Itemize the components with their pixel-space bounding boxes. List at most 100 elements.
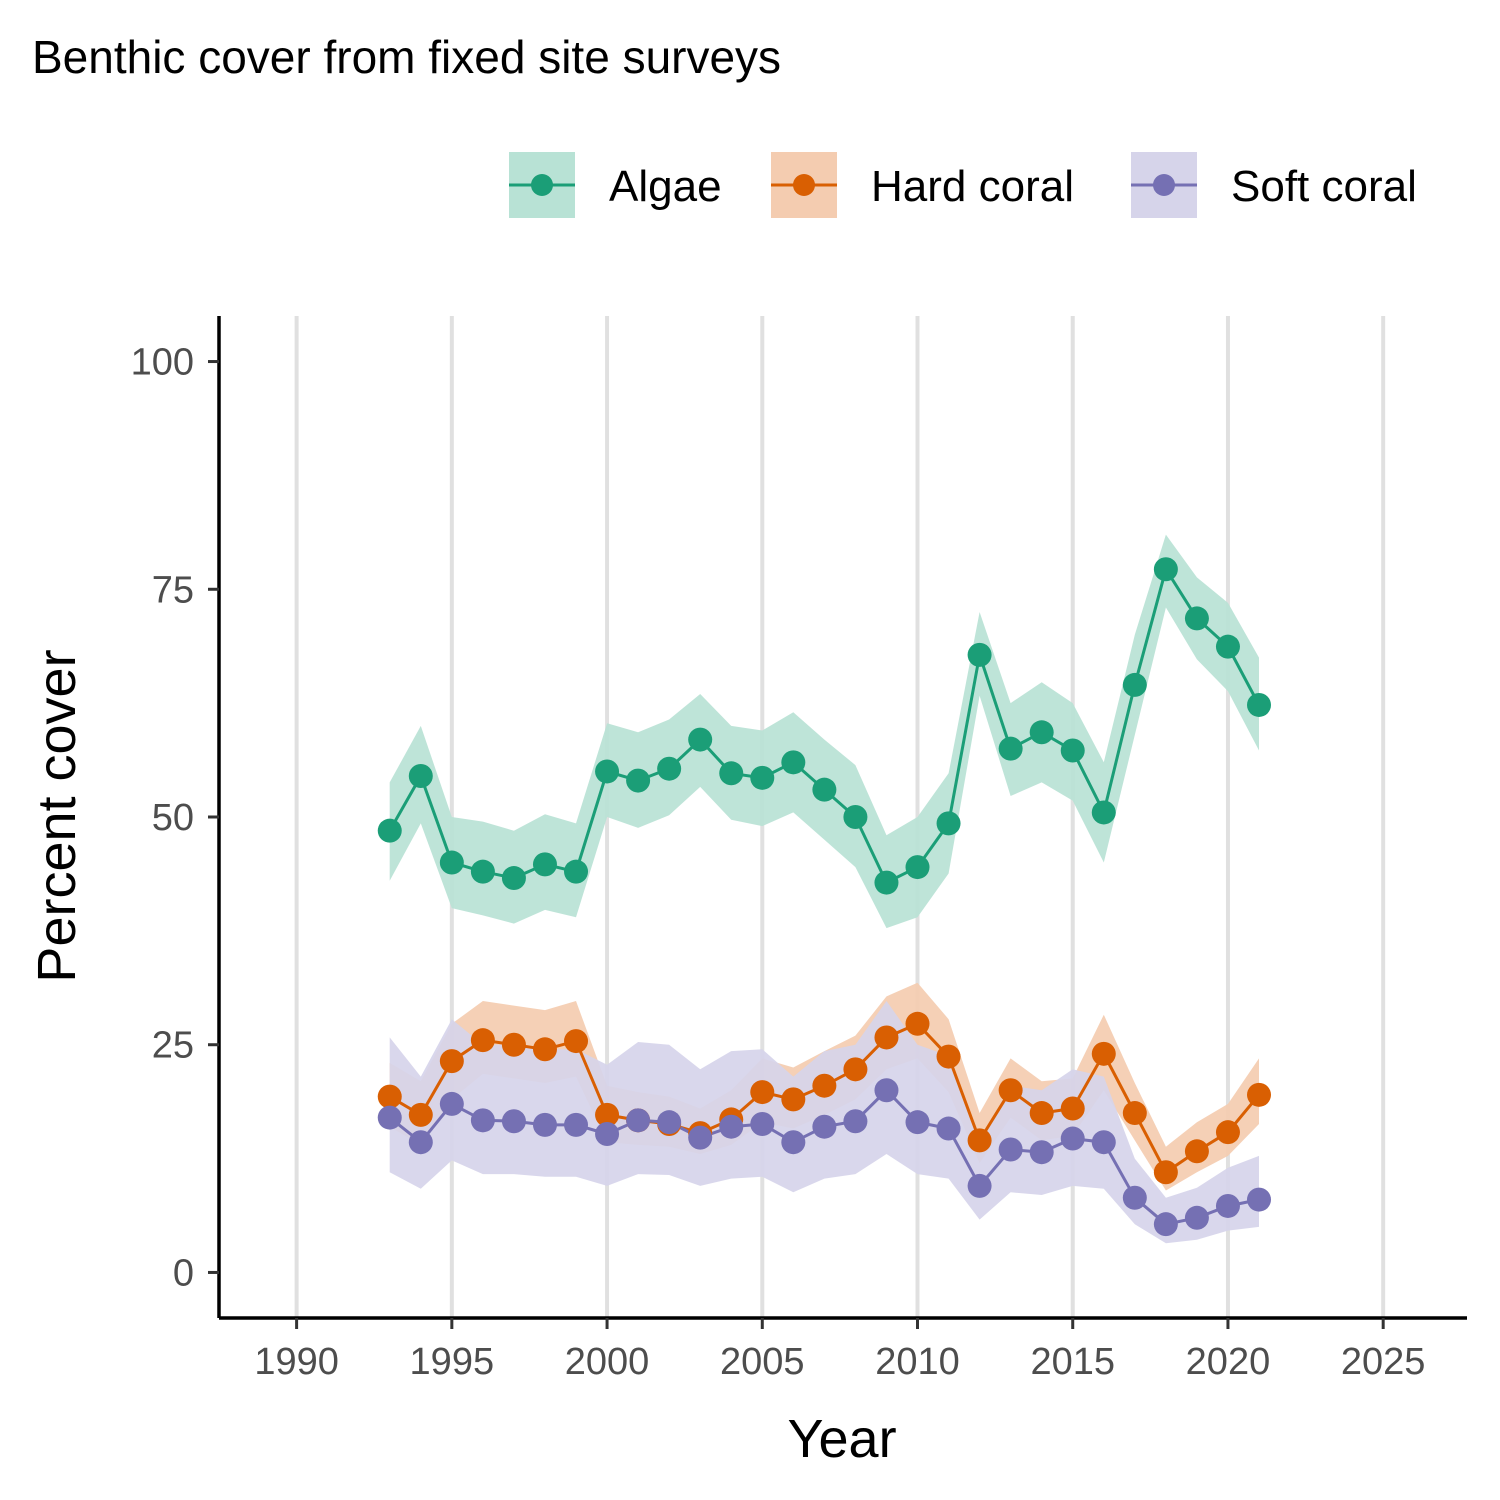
point-soft-coral-1997 [501,1109,526,1134]
chart-title: Benthic cover from fixed site surveys [32,31,781,83]
series-points [377,557,1271,1237]
point-hard-coral-2005 [750,1080,775,1105]
y-tick-label-25: 25 [152,1025,194,1067]
point-algae-2006 [781,750,806,775]
point-algae-2009 [874,870,899,895]
point-algae-2020 [1215,634,1240,659]
point-hard-coral-2009 [874,1025,899,1050]
x-tick-label-2010: 2010 [875,1341,960,1383]
point-algae-2003 [688,727,713,752]
point-hard-coral-2000 [595,1102,620,1127]
point-hard-coral-1998 [532,1037,557,1062]
point-hard-coral-2018 [1153,1160,1178,1185]
point-hard-coral-2013 [998,1078,1023,1103]
point-soft-coral-2018 [1153,1212,1178,1237]
point-algae-1994 [408,764,433,789]
point-hard-coral-2008 [843,1057,868,1082]
point-algae-2018 [1153,557,1178,582]
point-algae-2004 [719,761,744,786]
x-tick-label-1990: 1990 [254,1341,339,1383]
point-hard-coral-2019 [1184,1139,1209,1164]
x-tick-label-1995: 1995 [410,1341,495,1383]
x-tick-label-2025: 2025 [1341,1341,1426,1383]
point-soft-coral-2012 [967,1173,992,1198]
point-algae-2019 [1184,606,1209,631]
point-hard-coral-1999 [564,1029,589,1054]
point-hard-coral-2017 [1122,1101,1147,1126]
legend-label-soft-coral: Soft coral [1231,162,1417,211]
point-algae-2000 [595,759,620,784]
point-algae-2017 [1122,672,1147,697]
point-soft-coral-2010 [905,1110,930,1135]
point-soft-coral-2000 [595,1121,620,1146]
legend-label-algae: Algae [609,162,722,211]
point-algae-2007 [812,777,837,802]
point-soft-coral-1996 [470,1108,495,1133]
point-algae-2008 [843,805,868,829]
point-hard-coral-2020 [1215,1120,1240,1145]
point-hard-coral-1997 [501,1032,526,1057]
point-soft-coral-1993 [377,1105,402,1130]
point-soft-coral-2009 [874,1078,899,1103]
point-algae-2013 [998,736,1023,761]
point-hard-coral-1995 [439,1049,464,1074]
point-algae-1997 [501,866,526,891]
point-soft-coral-2007 [812,1114,837,1139]
point-hard-coral-1994 [408,1102,433,1127]
point-hard-coral-1993 [377,1084,402,1109]
point-algae-2012 [967,642,992,667]
point-soft-coral-2011 [936,1116,961,1141]
x-tick-label-2005: 2005 [720,1341,805,1383]
point-soft-coral-2021 [1247,1187,1271,1212]
y-axis-ticks: 0 25 50 75 100 [131,342,219,1294]
point-algae-1996 [470,859,495,884]
legend-label-hard-coral: Hard coral [871,162,1074,211]
point-soft-coral-1998 [532,1112,557,1137]
point-hard-coral-2006 [781,1087,806,1112]
point-soft-coral-1995 [439,1091,464,1116]
point-soft-coral-2002 [657,1110,682,1135]
y-tick-label-50: 50 [152,797,194,839]
point-algae-2016 [1091,800,1116,825]
y-tick-label-75: 75 [152,569,194,611]
point-algae-2011 [936,811,961,836]
point-soft-coral-2003 [688,1125,713,1150]
legend: Algae Hard coral Soft coral [509,152,1417,218]
point-soft-coral-2016 [1091,1130,1116,1155]
point-algae-2014 [1029,720,1054,745]
x-tick-label-2000: 2000 [565,1341,650,1383]
point-algae-2005 [750,765,775,790]
y-axis-title: Percent cover [27,649,87,982]
point-hard-coral-1996 [470,1028,495,1053]
point-hard-coral-2021 [1247,1082,1271,1107]
x-axis-ticks: 1990 1995 2000 2005 2010 2015 2020 2025 [254,1318,1425,1383]
legend-key-point-soft-coral [1153,174,1175,196]
point-algae-2010 [905,855,930,880]
point-hard-coral-2011 [936,1044,961,1069]
point-soft-coral-2006 [781,1130,806,1155]
point-soft-coral-2013 [998,1137,1023,1162]
point-soft-coral-2008 [843,1109,868,1134]
point-soft-coral-1999 [564,1112,589,1137]
point-algae-1993 [377,818,402,843]
point-soft-coral-2015 [1060,1126,1085,1151]
point-algae-2021 [1247,692,1271,717]
point-soft-coral-2017 [1122,1185,1147,1210]
point-algae-1998 [532,852,557,877]
point-algae-1995 [439,850,464,875]
point-hard-coral-2015 [1060,1096,1085,1121]
point-algae-2002 [657,756,682,781]
point-soft-coral-2001 [626,1108,651,1133]
point-hard-coral-2016 [1091,1041,1116,1066]
legend-key-point-algae [531,174,553,196]
legend-key-point-hard-coral [793,174,815,196]
point-soft-coral-2014 [1029,1140,1054,1165]
point-soft-coral-2020 [1215,1193,1240,1218]
point-soft-coral-2004 [719,1114,744,1139]
x-axis-title: Year [787,1409,896,1469]
y-tick-label-100: 100 [131,342,194,384]
x-tick-label-2015: 2015 [1030,1341,1115,1383]
point-hard-coral-2012 [967,1128,992,1153]
point-soft-coral-2005 [750,1111,775,1136]
